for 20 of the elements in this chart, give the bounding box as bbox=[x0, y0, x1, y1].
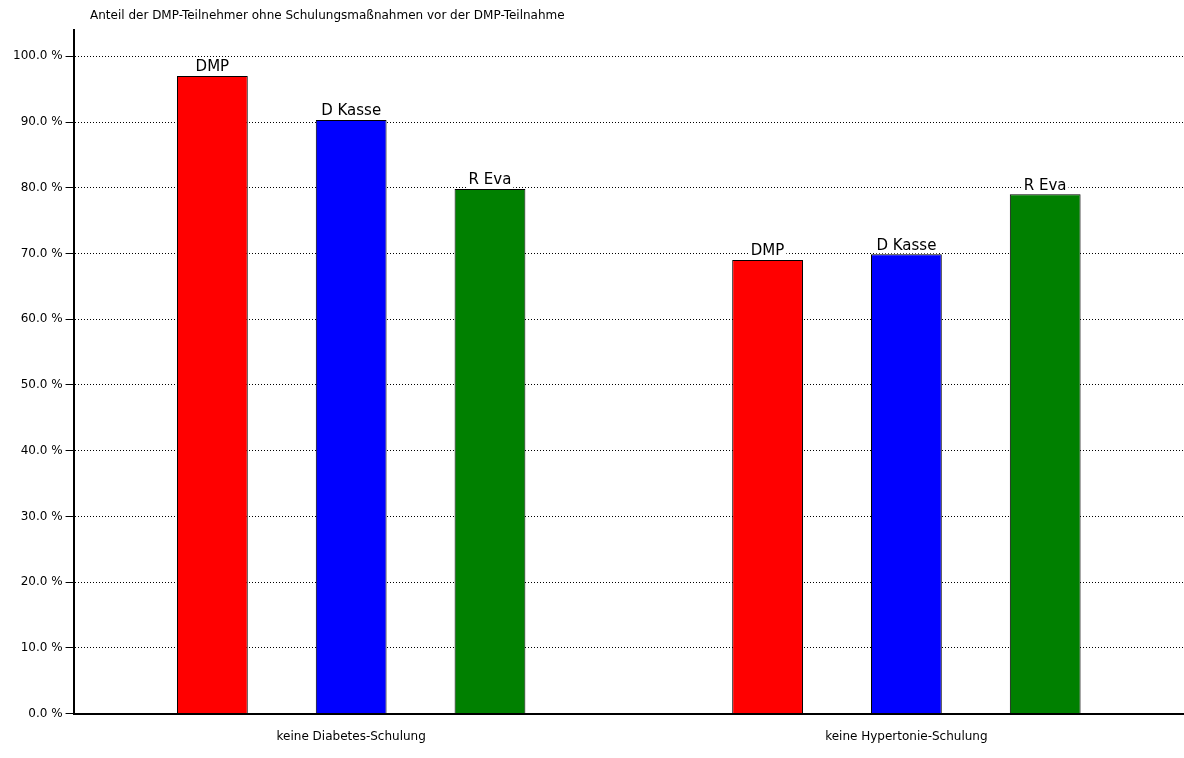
y-tick-label: 50.0 % bbox=[20, 377, 63, 392]
y-tick-label: 100.0 % bbox=[12, 48, 63, 63]
x-tick-label: keine Diabetes-Schulung bbox=[276, 728, 426, 743]
y-tick-label: 10.0 % bbox=[20, 639, 63, 654]
x-tick-label: keine Hypertonie-Schulung bbox=[825, 728, 988, 743]
y-tick-label: 60.0 % bbox=[20, 311, 63, 326]
series-label: DMP bbox=[195, 57, 230, 76]
y-tick-label: 90.0 % bbox=[20, 114, 63, 129]
y-tick-label: 80.0 % bbox=[20, 179, 63, 194]
y-tick-label: 30.0 % bbox=[20, 508, 63, 523]
y-tick-label: 0.0 % bbox=[28, 705, 63, 720]
y-tick-label: 20.0 % bbox=[20, 574, 63, 589]
chart-title: Anteil der DMP-Teilnehmer ohne Schulungsmaßnahmen vor der DMP-Teilnahme bbox=[90, 8, 565, 22]
series-label: R Eva bbox=[468, 170, 512, 189]
series-label: D Kasse bbox=[876, 235, 937, 254]
text: D Kasse bbox=[321, 101, 382, 120]
y-tick-label: 70.0 % bbox=[20, 245, 63, 260]
y-tick-label: 40.0 % bbox=[20, 442, 63, 457]
text: DMP bbox=[750, 241, 785, 260]
text: R Eva bbox=[1023, 175, 1067, 194]
